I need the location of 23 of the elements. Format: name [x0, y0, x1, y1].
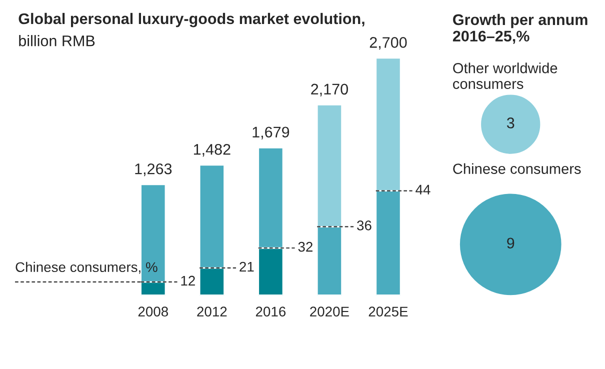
x-tick-label: 2020E: [310, 306, 349, 317]
category-label: Other worldwide consumers: [453, 62, 558, 89]
annotation: 1,263: [135, 163, 172, 176]
annotation: 44: [416, 184, 430, 194]
text: Growth per annum 2016–25,%: [452, 14, 588, 44]
annotation: 32: [298, 242, 312, 252]
annotation: 1,679: [252, 126, 290, 140]
annotation: 1,482: [194, 144, 230, 157]
annotation: 2,170: [311, 84, 348, 96]
annotation: 2,700: [370, 37, 407, 50]
annotation: 36: [357, 220, 372, 230]
x-tick-label: 2016: [256, 306, 286, 317]
annotation: 12: [181, 276, 195, 286]
data-label: 9: [507, 238, 514, 249]
x-tick-label: 2025E: [368, 306, 408, 317]
chart-title: Global personal luxury-goods market evolution,: [18, 12, 364, 28]
annotation: Chinese consumers, %: [16, 262, 158, 274]
x-tick-label: 2012: [197, 306, 227, 317]
x-tick-label: 2008: [138, 306, 168, 317]
category-label: Chinese consumers: [453, 163, 581, 174]
data-label: 3: [506, 118, 514, 128]
chart-subtitle: billion RMB: [19, 35, 95, 46]
annotation: 21: [240, 262, 254, 272]
